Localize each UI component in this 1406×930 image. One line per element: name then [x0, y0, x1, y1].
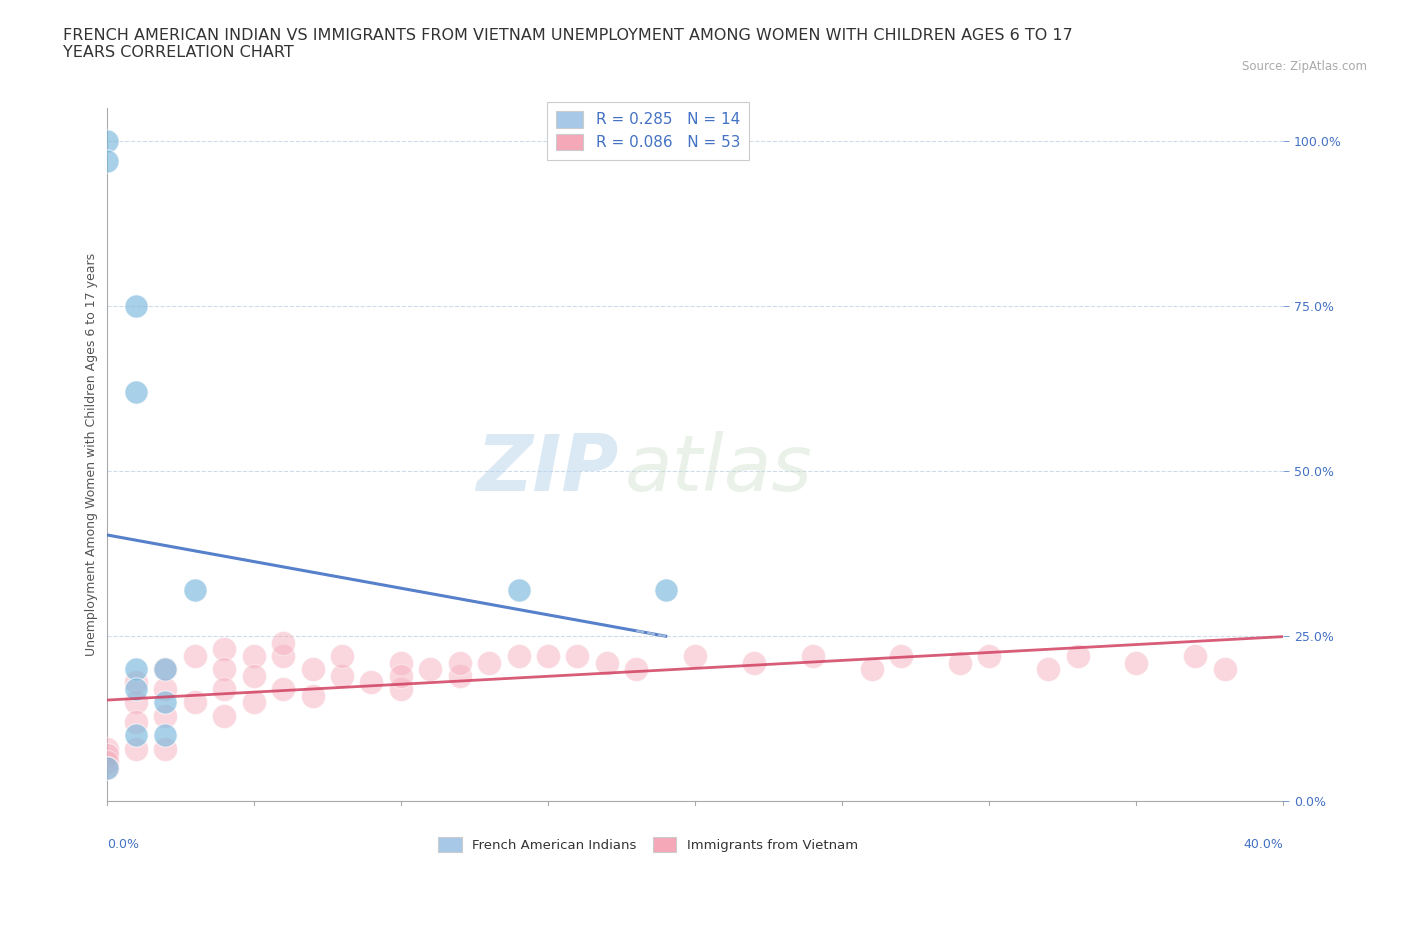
Point — [96, 761, 118, 776]
Point — [508, 648, 530, 663]
Point — [979, 648, 1001, 663]
Point — [125, 714, 148, 729]
Point — [184, 582, 207, 597]
Point — [155, 728, 177, 743]
Point — [125, 662, 148, 677]
Point — [801, 648, 824, 663]
Text: FRENCH AMERICAN INDIAN VS IMMIGRANTS FROM VIETNAM UNEMPLOYMENT AMONG WOMEN WITH : FRENCH AMERICAN INDIAN VS IMMIGRANTS FRO… — [63, 28, 1073, 60]
Point — [184, 695, 207, 710]
Point — [271, 682, 294, 697]
Point — [125, 384, 148, 399]
Point — [155, 708, 177, 723]
Point — [1066, 648, 1088, 663]
Point — [96, 134, 118, 149]
Point — [389, 682, 412, 697]
Point — [330, 648, 353, 663]
Point — [214, 662, 236, 677]
Text: 40.0%: 40.0% — [1244, 838, 1284, 851]
Point — [860, 662, 883, 677]
Point — [949, 656, 972, 671]
Point — [596, 656, 619, 671]
Point — [301, 688, 323, 703]
Point — [125, 675, 148, 690]
Point — [214, 642, 236, 657]
Point — [96, 761, 118, 776]
Point — [654, 582, 676, 597]
Point — [125, 728, 148, 743]
Point — [96, 748, 118, 763]
Point — [125, 741, 148, 756]
Point — [155, 662, 177, 677]
Point — [214, 682, 236, 697]
Text: 0.0%: 0.0% — [107, 838, 139, 851]
Point — [419, 662, 441, 677]
Point — [96, 741, 118, 756]
Text: ZIP: ZIP — [477, 431, 619, 507]
Point — [155, 741, 177, 756]
Point — [742, 656, 765, 671]
Point — [125, 695, 148, 710]
Point — [301, 662, 323, 677]
Point — [155, 695, 177, 710]
Point — [1213, 662, 1236, 677]
Point — [242, 695, 264, 710]
Point — [155, 682, 177, 697]
Point — [1125, 656, 1147, 671]
Y-axis label: Unemployment Among Women with Children Ages 6 to 17 years: Unemployment Among Women with Children A… — [86, 253, 98, 657]
Point — [214, 708, 236, 723]
Point — [567, 648, 589, 663]
Point — [449, 656, 471, 671]
Point — [537, 648, 560, 663]
Point — [271, 648, 294, 663]
Point — [478, 656, 501, 671]
Text: Source: ZipAtlas.com: Source: ZipAtlas.com — [1241, 60, 1367, 73]
Point — [1036, 662, 1059, 677]
Text: atlas: atlas — [624, 431, 813, 507]
Point — [449, 669, 471, 684]
Point — [155, 662, 177, 677]
Point — [96, 754, 118, 769]
Point — [242, 669, 264, 684]
Point — [242, 648, 264, 663]
Point — [890, 648, 912, 663]
Point — [96, 153, 118, 168]
Point — [389, 669, 412, 684]
Point — [389, 656, 412, 671]
Point — [508, 582, 530, 597]
Point — [683, 648, 706, 663]
Point — [1184, 648, 1206, 663]
Point — [271, 635, 294, 650]
Point — [360, 675, 382, 690]
Point — [626, 662, 648, 677]
Legend: French American Indians, Immigrants from Vietnam: French American Indians, Immigrants from… — [433, 832, 863, 857]
Point — [330, 669, 353, 684]
Point — [125, 299, 148, 313]
Point — [125, 682, 148, 697]
Point — [184, 648, 207, 663]
